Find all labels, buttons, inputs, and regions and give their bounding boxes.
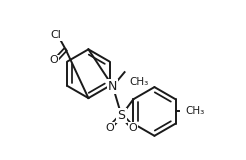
Text: Cl: Cl [51, 30, 62, 40]
Text: O: O [129, 123, 138, 133]
Text: O: O [49, 55, 58, 65]
Text: S: S [117, 109, 125, 122]
Text: CH₃: CH₃ [129, 77, 149, 87]
Text: O: O [105, 123, 114, 133]
Text: N: N [108, 80, 118, 93]
Text: CH₃: CH₃ [185, 106, 204, 116]
